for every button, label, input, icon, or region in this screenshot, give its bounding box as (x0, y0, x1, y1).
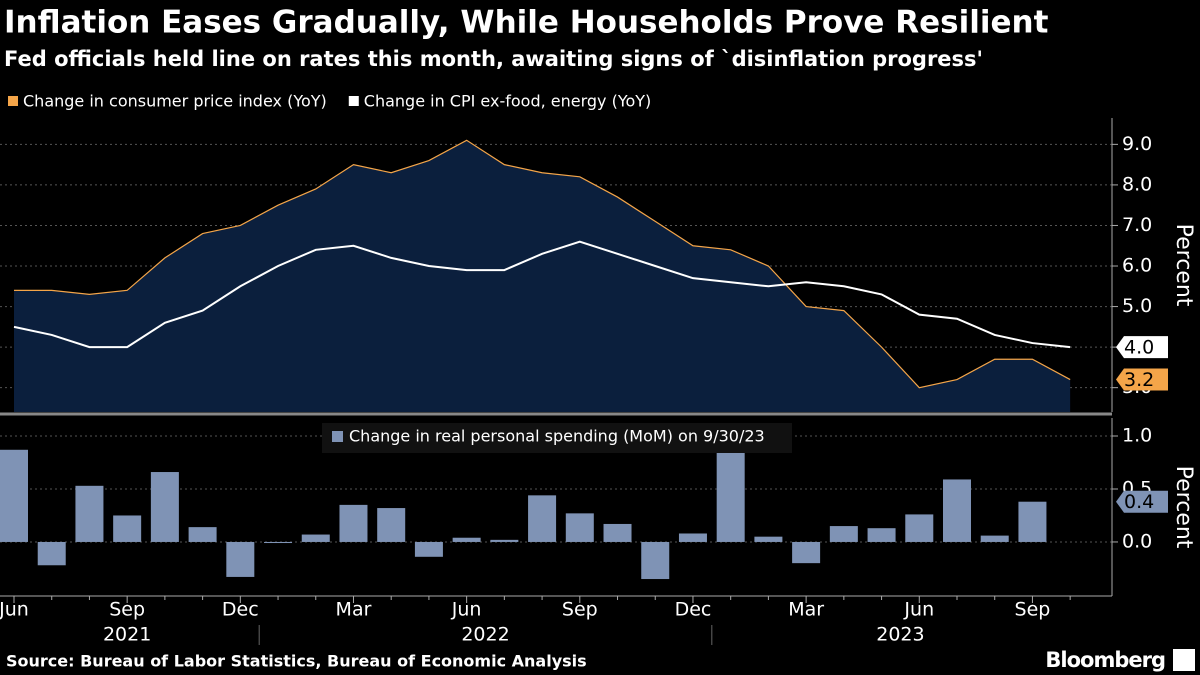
y-tick-label: 9.0 (1122, 133, 1152, 155)
bar (414, 541, 443, 557)
end-label: 0.4 (1124, 491, 1154, 513)
bar (829, 526, 858, 542)
line (14, 139, 1071, 389)
x-tick-label: Sep (562, 599, 598, 621)
legend-swatch (348, 96, 359, 106)
end-badge (1116, 336, 1168, 359)
bar (37, 541, 66, 566)
bar (603, 523, 632, 542)
bar (678, 533, 707, 542)
bar (452, 537, 481, 542)
bar (754, 536, 783, 542)
x-tick-label: Jun (903, 599, 934, 621)
bar (150, 472, 179, 542)
end-label: 4.0 (1124, 337, 1154, 359)
y-tick-label: 8.0 (1122, 173, 1152, 195)
bar (301, 534, 330, 542)
bar (226, 541, 255, 577)
brand: Bloomberg (1045, 648, 1165, 672)
x-tick-label: Jun (451, 599, 482, 621)
year-label: 2022 (461, 624, 509, 646)
x-tick-label: Mar (336, 599, 372, 621)
bar (867, 528, 896, 542)
bar (943, 479, 971, 542)
legend-swatch (332, 431, 343, 442)
bar (264, 541, 293, 544)
bar (113, 515, 142, 542)
end-badge (1116, 490, 1168, 513)
year-label: 2021 (103, 624, 151, 646)
x-tick-label: Sep (1015, 599, 1051, 621)
end-badge (1116, 368, 1168, 391)
x-tick-label: Dec (675, 599, 712, 621)
bar (980, 535, 1009, 542)
x-tick-label: Jun (0, 599, 29, 621)
end-label: 3.2 (1124, 369, 1154, 391)
y-axis-label: Percent (1171, 224, 1196, 307)
legend-label: Change in CPI ex-food, energy (YoY) (364, 92, 652, 111)
logo (1173, 649, 1195, 671)
bar (565, 513, 594, 542)
y-axis-label: Percent (1171, 466, 1196, 549)
x-tick-label: Sep (109, 599, 145, 621)
title: Inflation Eases Gradually, While Househo… (4, 5, 1049, 41)
bar (528, 495, 557, 542)
legend-label: Change in consumer price index (YoY) (23, 92, 327, 111)
y-tick-label: 5.0 (1122, 295, 1152, 317)
y-tick-label: 6.0 (1122, 255, 1152, 277)
bar (490, 539, 519, 542)
bar (641, 541, 670, 580)
legend-label: Change in real personal spending (MoM) o… (349, 427, 765, 446)
y-tick-label: 7.0 (1122, 214, 1152, 236)
bar (75, 485, 104, 542)
bar (0, 449, 28, 542)
x-tick-label: Dec (222, 599, 259, 621)
x-tick-label: Mar (788, 599, 824, 621)
legend-box (322, 423, 792, 453)
legend-swatch (8, 96, 18, 106)
area (14, 140, 1071, 412)
y-tick-label: 1.0 (1122, 425, 1152, 447)
bar (377, 508, 406, 542)
bar (905, 514, 934, 542)
source: Source: Bureau of Labor Statistics, Bure… (6, 652, 587, 671)
bar (339, 504, 368, 542)
bar (1018, 501, 1047, 542)
bar (188, 527, 217, 542)
y-tick-label: 0.0 (1122, 530, 1152, 552)
subtitle: Fed officials held line on rates this mo… (4, 47, 983, 71)
line (13, 240, 1071, 349)
year-label: 2023 (876, 624, 924, 646)
bar (792, 541, 821, 564)
